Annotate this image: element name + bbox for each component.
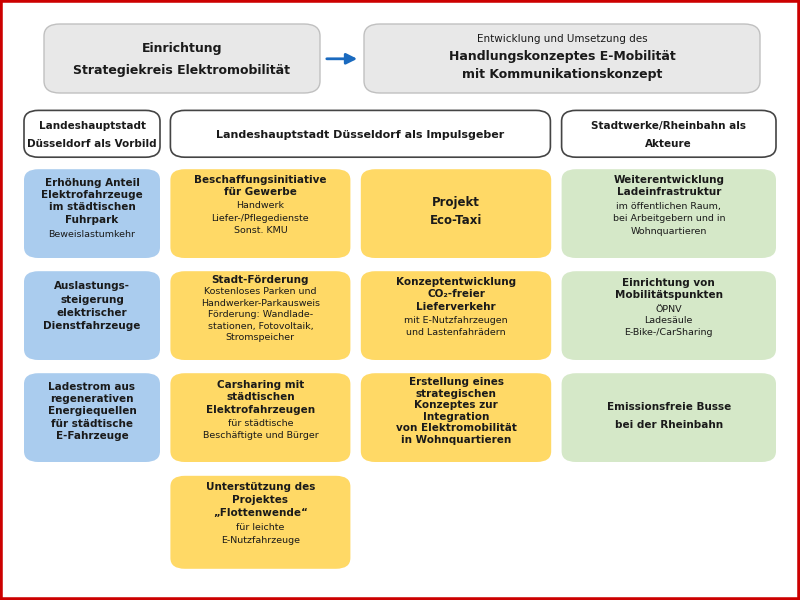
- Text: und Lastenfahrädern: und Lastenfahrädern: [406, 328, 506, 337]
- Text: Kostenloses Parken und: Kostenloses Parken und: [204, 287, 317, 296]
- FancyBboxPatch shape: [170, 476, 350, 569]
- Text: im öffentlichen Raum,: im öffentlichen Raum,: [616, 202, 722, 211]
- FancyBboxPatch shape: [170, 110, 550, 157]
- Text: bei Arbeitgebern und in: bei Arbeitgebern und in: [613, 214, 725, 223]
- Text: Dienstfahrzeuge: Dienstfahrzeuge: [43, 321, 141, 331]
- Text: Carsharing mit: Carsharing mit: [217, 380, 304, 390]
- Text: Mobilitätspunkten: Mobilitätspunkten: [614, 290, 723, 300]
- Text: Emissionsfreie Busse: Emissionsfreie Busse: [606, 402, 731, 412]
- Text: Entwicklung und Umsetzung des: Entwicklung und Umsetzung des: [477, 34, 647, 44]
- Text: für städtische: für städtische: [228, 419, 293, 428]
- FancyBboxPatch shape: [24, 169, 160, 258]
- Text: „Flottenwende“: „Flottenwende“: [213, 508, 308, 518]
- Text: Landeshauptstadt Düsseldorf als Impulsgeber: Landeshauptstadt Düsseldorf als Impulsge…: [216, 130, 505, 140]
- FancyBboxPatch shape: [170, 169, 350, 258]
- Text: Stadtwerke/Rheinbahn als: Stadtwerke/Rheinbahn als: [591, 121, 746, 131]
- Text: von Elektromobilität: von Elektromobilität: [395, 423, 517, 433]
- Text: Düsseldorf als Vorbild: Düsseldorf als Vorbild: [27, 139, 157, 149]
- Text: elektrischer: elektrischer: [57, 308, 127, 318]
- Text: Erstellung eines: Erstellung eines: [409, 377, 503, 387]
- Text: Einrichtung von: Einrichtung von: [622, 278, 715, 288]
- FancyBboxPatch shape: [562, 373, 776, 462]
- FancyBboxPatch shape: [170, 271, 350, 360]
- FancyBboxPatch shape: [562, 110, 776, 157]
- Text: Konzeptes zur: Konzeptes zur: [414, 400, 498, 410]
- Text: Beweislastumkehr: Beweislastumkehr: [49, 230, 135, 239]
- Text: Unterstützung des: Unterstützung des: [206, 482, 315, 492]
- FancyBboxPatch shape: [170, 373, 350, 462]
- FancyBboxPatch shape: [24, 373, 160, 462]
- Text: Handwerker-Parkausweis: Handwerker-Parkausweis: [201, 299, 320, 308]
- Text: für städtische: für städtische: [51, 419, 133, 429]
- Text: Beschäftigte und Bürger: Beschäftigte und Bürger: [202, 431, 318, 440]
- Text: regenerativen: regenerativen: [50, 394, 134, 404]
- Text: mit E-Nutzfahrzeugen: mit E-Nutzfahrzeugen: [404, 316, 508, 325]
- Text: Weiterentwicklung: Weiterentwicklung: [614, 175, 724, 185]
- Text: strategischen: strategischen: [415, 389, 497, 398]
- Text: Auslastungs-: Auslastungs-: [54, 281, 130, 291]
- Text: Elektrofahrzeuge: Elektrofahrzeuge: [41, 190, 143, 200]
- Text: Wohnquartieren: Wohnquartieren: [630, 227, 707, 236]
- FancyBboxPatch shape: [562, 271, 776, 360]
- Text: Erhöhung Anteil: Erhöhung Anteil: [45, 178, 139, 188]
- Text: Ladestrom aus: Ladestrom aus: [49, 382, 135, 392]
- Text: Lieferverkehr: Lieferverkehr: [416, 302, 496, 312]
- Text: Fuhrpark: Fuhrpark: [66, 215, 118, 225]
- FancyBboxPatch shape: [361, 271, 551, 360]
- Text: Konzeptentwicklung: Konzeptentwicklung: [396, 277, 516, 287]
- Text: im städtischen: im städtischen: [49, 202, 135, 212]
- Text: Energiequellen: Energiequellen: [48, 406, 136, 416]
- Text: für leichte: für leichte: [236, 523, 285, 532]
- Text: Stromspeicher: Stromspeicher: [226, 334, 295, 342]
- Text: mit Kommunikationskonzept: mit Kommunikationskonzept: [462, 68, 662, 81]
- Text: Handlungskonzeptes E-Mobilität: Handlungskonzeptes E-Mobilität: [449, 50, 675, 63]
- Text: in Wohnquartieren: in Wohnquartieren: [401, 435, 511, 445]
- Text: E-Bike-/CarSharing: E-Bike-/CarSharing: [625, 328, 713, 337]
- Text: Elektrofahrzeugen: Elektrofahrzeugen: [206, 404, 315, 415]
- Text: Integration: Integration: [423, 412, 489, 422]
- Text: städtischen: städtischen: [226, 392, 294, 402]
- Text: E-Nutzfahrzeuge: E-Nutzfahrzeuge: [221, 536, 300, 545]
- FancyBboxPatch shape: [24, 110, 160, 157]
- Text: Förderung: Wandlade-: Förderung: Wandlade-: [208, 310, 313, 319]
- Text: steigerung: steigerung: [60, 295, 124, 305]
- FancyBboxPatch shape: [44, 24, 320, 93]
- Text: Eco-Taxi: Eco-Taxi: [430, 214, 482, 227]
- Text: Ladesäule: Ladesäule: [645, 316, 693, 325]
- Text: ÖPNV: ÖPNV: [655, 305, 682, 314]
- Text: CO₂-freier: CO₂-freier: [427, 289, 485, 299]
- FancyBboxPatch shape: [364, 24, 760, 93]
- Text: Stadt-Förderung: Stadt-Förderung: [212, 275, 309, 285]
- Text: bei der Rheinbahn: bei der Rheinbahn: [614, 420, 723, 430]
- FancyBboxPatch shape: [361, 169, 551, 258]
- Text: Sonst. KMU: Sonst. KMU: [234, 226, 287, 235]
- Text: Einrichtung: Einrichtung: [142, 41, 222, 55]
- FancyBboxPatch shape: [562, 169, 776, 258]
- Text: für Gewerbe: für Gewerbe: [224, 187, 297, 197]
- Text: stationen, Fotovoltaik,: stationen, Fotovoltaik,: [207, 322, 314, 331]
- Text: Landeshauptstadt: Landeshauptstadt: [38, 121, 146, 131]
- Text: Beschaffungsinitiative: Beschaffungsinitiative: [194, 175, 326, 185]
- Text: Strategiekreis Elektromobilität: Strategiekreis Elektromobilität: [74, 64, 290, 77]
- Text: Akteure: Akteure: [646, 139, 692, 149]
- Text: E-Fahrzeuge: E-Fahrzeuge: [56, 431, 128, 441]
- Text: Ladeinfrastruktur: Ladeinfrastruktur: [617, 187, 721, 197]
- FancyBboxPatch shape: [24, 271, 160, 360]
- Text: Handwerk: Handwerk: [237, 201, 285, 210]
- Text: Liefer-/Pflegedienste: Liefer-/Pflegedienste: [211, 214, 310, 223]
- FancyBboxPatch shape: [361, 373, 551, 462]
- Text: Projektes: Projektes: [233, 495, 289, 505]
- Text: Projekt: Projekt: [432, 196, 480, 209]
